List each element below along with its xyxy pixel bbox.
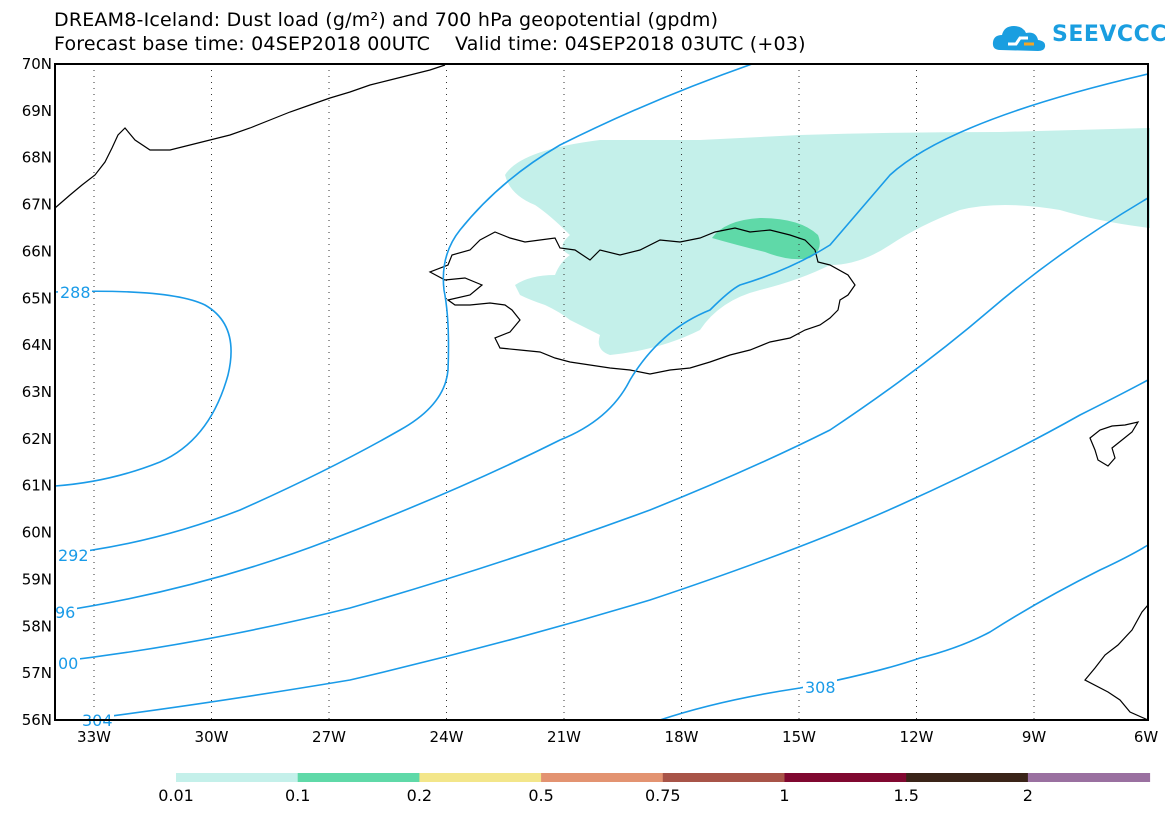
lon-label-21W: 21W — [547, 728, 581, 746]
longitude-labels: 33W 30W 27W 24W 21W 18W 15W 12W 9W 6W — [77, 728, 1158, 746]
lat-label-68N: 68N — [22, 149, 52, 167]
lat-label-62N: 62N — [22, 430, 52, 448]
cloud-icon — [992, 26, 1046, 51]
gridlines — [93, 64, 1035, 720]
colorbar-label: 0.5 — [528, 786, 554, 805]
contour-label-96: 96 — [55, 603, 75, 622]
colorbar-swatch — [906, 773, 1029, 782]
contour-label-292: 292 — [58, 546, 89, 565]
colorbar-swatch — [1027, 773, 1151, 782]
lon-label-27W: 27W — [312, 728, 346, 746]
iceland-coastline — [428, 227, 856, 375]
lat-label-59N: 59N — [22, 570, 52, 588]
colorbar-label: 0.01 — [158, 786, 194, 805]
contour-292 — [54, 63, 753, 556]
contour-label-bg — [803, 679, 837, 696]
map-subtitle: Forecast base time: 04SEP2018 00UTC Vali… — [54, 33, 806, 55]
seevccc-logo — [990, 18, 1170, 58]
map-frame — [54, 63, 1149, 721]
scotland-coastline — [1084, 603, 1149, 721]
lat-label-57N: 57N — [22, 664, 52, 682]
colorbar-label: 0.1 — [284, 786, 311, 805]
colorbar-label: 1.5 — [893, 786, 919, 805]
contour-label-bg — [53, 604, 77, 621]
latitude-labels: 70N 69N 68N 67N 66N 65N 64N 63N 62N 61N 60N 59N 58N 5… — [22, 55, 52, 729]
lon-label-18W: 18W — [665, 728, 699, 746]
lat-label-63N: 63N — [22, 383, 52, 401]
lon-label-9W: 9W — [1022, 728, 1047, 746]
colorbar-label: 0.75 — [644, 786, 681, 805]
contour-300 — [54, 197, 1149, 663]
contour-label-bg — [58, 284, 92, 301]
lat-label-64N: 64N — [22, 336, 52, 354]
lat-label-70N: 70N — [22, 55, 52, 73]
lon-label-33W: 33W — [77, 728, 111, 746]
dust-shading — [505, 128, 1150, 355]
colorbar-swatch — [297, 773, 420, 782]
lat-label-69N: 69N — [22, 102, 52, 120]
lat-label-67N: 67N — [22, 196, 52, 214]
faroe-coastline — [1089, 421, 1140, 467]
lon-label-6W: 6W — [1134, 728, 1159, 746]
contour-304 — [79, 379, 1149, 721]
colorbar-swatch — [419, 773, 542, 782]
colorbar-swatch — [662, 773, 785, 782]
contour-label-308: 308 — [805, 678, 836, 697]
contour-308 — [659, 544, 1149, 721]
lat-label-56N: 56N — [22, 711, 52, 729]
contour-label-bg — [56, 547, 90, 564]
lat-label-60N: 60N — [22, 524, 52, 542]
colorbar-swatch — [176, 773, 299, 782]
colorbar-label: 1 — [779, 786, 790, 805]
coastlines — [54, 64, 1149, 721]
lon-label-12W: 12W — [900, 728, 934, 746]
colorbar-label: 2 — [1022, 786, 1033, 805]
contour-label-00: 00 — [58, 654, 78, 673]
colorbar-label: 0.2 — [406, 786, 433, 805]
contour-label-bg — [56, 655, 80, 672]
lat-label-65N: 65N — [22, 289, 52, 307]
geopotential-contours — [54, 63, 1149, 721]
contour-296 — [54, 73, 1149, 613]
lon-label-30W: 30W — [195, 728, 229, 746]
dust-area-light — [505, 128, 1150, 355]
lon-label-24W: 24W — [430, 728, 464, 746]
logo-text: SEEVCCC — [1052, 22, 1167, 47]
contour-label-288: 288 — [60, 283, 91, 302]
colorbar — [176, 773, 1151, 782]
lat-label-66N: 66N — [22, 242, 52, 260]
greenland-coastline — [54, 64, 446, 209]
lat-label-61N: 61N — [22, 477, 52, 495]
lat-label-58N: 58N — [22, 617, 52, 635]
lon-label-15W: 15W — [782, 728, 816, 746]
colorbar-swatch — [784, 773, 907, 782]
dust-area-medium — [712, 218, 820, 260]
colorbar-swatch — [541, 773, 664, 782]
contour-288 — [54, 290, 232, 487]
map-title: DREAM8-Iceland: Dust load (g/m²) and 700… — [54, 9, 719, 31]
